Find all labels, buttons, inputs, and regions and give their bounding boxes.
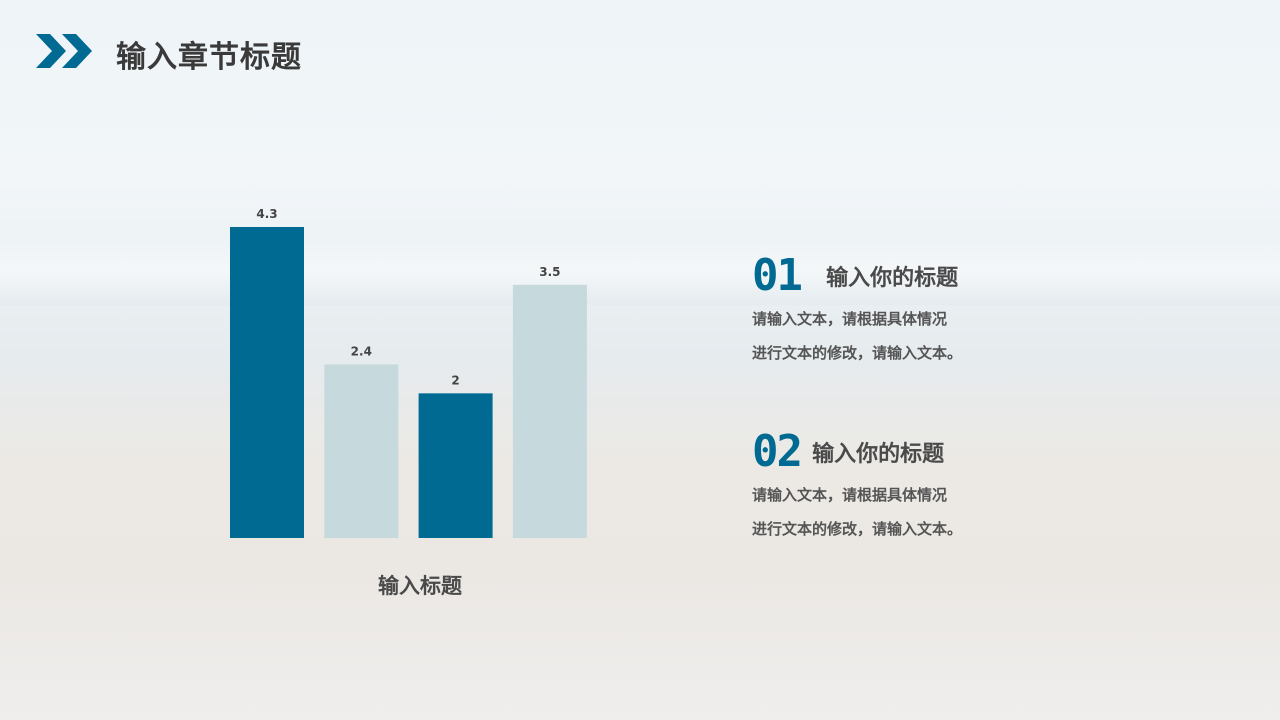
bar-data-label: 2 xyxy=(451,373,459,387)
item-body-line: 请输入文本，请根据具体情况 xyxy=(752,310,948,328)
item-02: 02 输入你的标题 请输入文本，请根据具体情况 进行文本的修改，请输入文本。 xyxy=(752,426,1022,546)
item-body: 请输入文本，请根据具体情况 进行文本的修改，请输入文本。 xyxy=(752,478,1022,546)
item-body-line: 进行文本的修改，请输入文本。 xyxy=(752,520,963,538)
bar xyxy=(324,364,399,538)
chart-x-label: 输入标题 xyxy=(378,574,462,598)
item-title: 输入你的标题 xyxy=(826,266,959,291)
bar-data-label: 2.4 xyxy=(351,344,372,358)
bar xyxy=(512,284,587,538)
item-number: 02 xyxy=(752,426,803,477)
background-mountains xyxy=(0,235,1280,305)
item-01: 01 输入你的标题 请输入文本，请根据具体情况 进行文本的修改，请输入文本。 xyxy=(752,250,1022,370)
item-number: 01 xyxy=(752,250,803,301)
bar-data-label: 3.5 xyxy=(539,265,560,279)
bar xyxy=(230,227,304,538)
item-body-line: 请输入文本，请根据具体情况 xyxy=(752,486,948,504)
item-body-line: 进行文本的修改，请输入文本。 xyxy=(752,344,963,362)
bar xyxy=(418,393,493,538)
bar-data-label: 4.3 xyxy=(256,207,277,221)
item-title: 输入你的标题 xyxy=(812,442,945,467)
page-title: 输入章节标题 xyxy=(116,40,302,75)
double-chevron-right-icon xyxy=(36,34,92,68)
item-body: 请输入文本，请根据具体情况 进行文本的修改，请输入文本。 xyxy=(752,302,1022,370)
